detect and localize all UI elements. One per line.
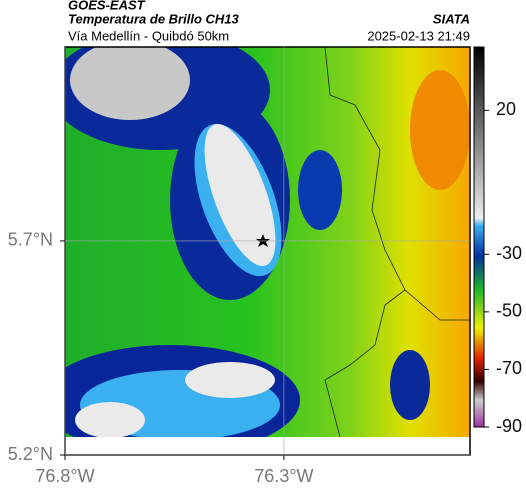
satellite-image	[65, 47, 470, 437]
boundary	[324, 46, 470, 438]
colorbar-tick-label: -30	[496, 243, 522, 263]
timestamp: 2025-02-13 21:49	[367, 28, 470, 43]
source: GOES-EAST	[68, 0, 146, 12]
route: Vía Medellín - Quibdó 50km	[68, 28, 229, 43]
credit: SIATA	[433, 11, 470, 26]
colorbar-tick-label: 20	[496, 99, 516, 119]
colorbar	[473, 46, 485, 428]
x-tick-label: 76.8°W	[35, 466, 94, 486]
x-tick-label: 76.3°W	[254, 466, 313, 486]
colorbar-tick-label: -70	[496, 358, 522, 378]
colorbar-tick-label: -90	[496, 416, 522, 436]
product: Temperatura de Brillo CH13	[68, 11, 240, 26]
y-tick-label: 5.2°N	[8, 444, 53, 464]
station-marker	[256, 234, 270, 247]
y-tick-label: 5.7°N	[8, 230, 53, 250]
colorbar-tick-label: -50	[496, 301, 522, 321]
